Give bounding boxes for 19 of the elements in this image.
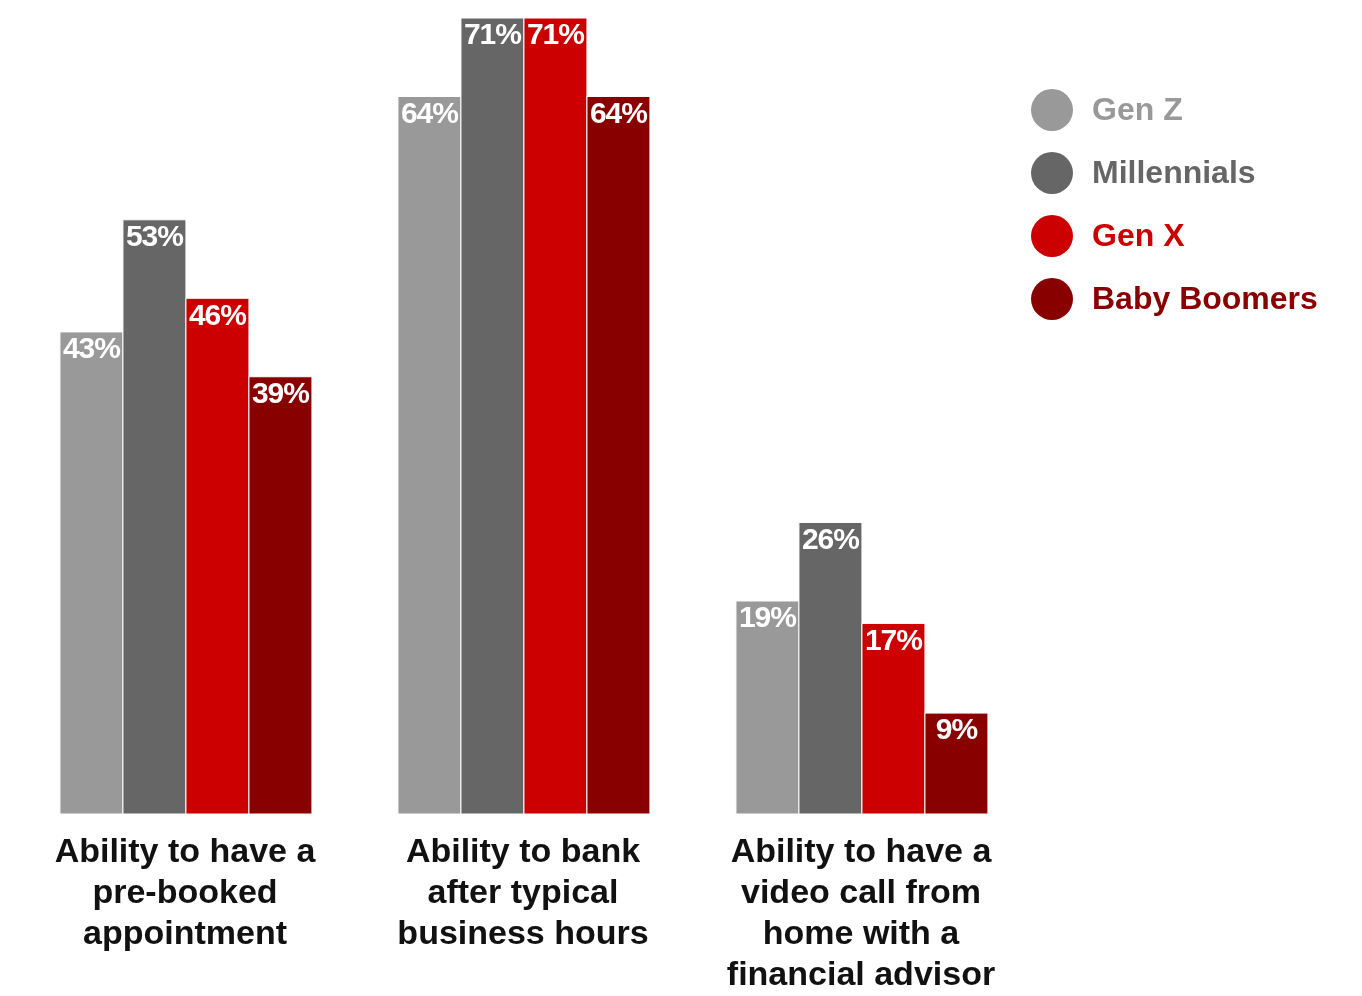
data-label: 26% — [801, 521, 860, 555]
data-label: 71% — [463, 17, 522, 51]
data-label: 9% — [935, 712, 978, 746]
data-label: 71% — [526, 17, 585, 51]
data-label: 17% — [864, 622, 923, 656]
data-label: 64% — [400, 95, 459, 129]
data-label: 19% — [738, 600, 797, 634]
data-label: 53% — [125, 219, 184, 253]
x-tick-label: Ability to bank after typical business hours — [397, 831, 649, 951]
data-label: 46% — [188, 297, 247, 331]
legend-label: Baby Boomers — [1092, 280, 1318, 317]
legend-label: Gen X — [1092, 217, 1185, 254]
data-label: 39% — [251, 376, 310, 410]
legend-label: Millennials — [1092, 154, 1256, 191]
x-tick-label: Ability to have a pre-booked appointment — [54, 831, 317, 951]
data-label: 64% — [589, 95, 648, 129]
x-tick-label: Ability to have a video call from home with a financial advisor — [726, 831, 996, 992]
data-label: 43% — [62, 331, 121, 365]
legend-label: Gen Z — [1092, 91, 1183, 128]
